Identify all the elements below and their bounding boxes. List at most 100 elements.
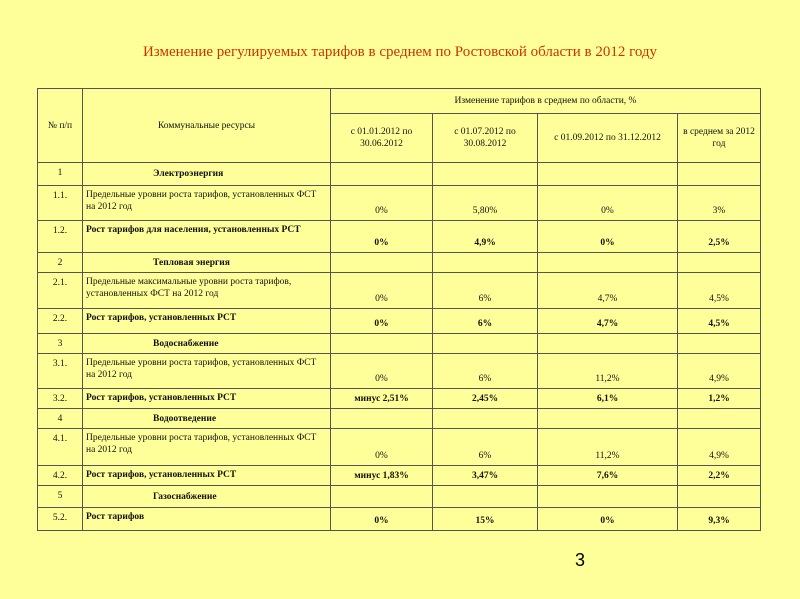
table-cell xyxy=(330,252,433,273)
table-cell xyxy=(677,408,761,429)
table-row: 2.2. Рост тарифов, установленных РСТ 0% 6% 4… xyxy=(37,308,761,334)
table-cell: 4 xyxy=(37,408,83,429)
table-cell: 0% xyxy=(537,507,678,531)
table-cell: Предельные уровни роста тарифов, установ… xyxy=(82,428,331,466)
table-row: 1.2. Рост тарифов для населения, установл… xyxy=(37,220,761,253)
table-cell xyxy=(677,252,761,273)
table-row: 4.2. Рост тарифов, установленных РСТ минус… xyxy=(37,465,761,486)
table-cell: 9,3% xyxy=(677,507,761,531)
table-cell: 7,6% xyxy=(537,465,678,486)
table-cell: минус 2,51% xyxy=(330,388,433,409)
table-cell: Предельные уровни роста тарифов, установ… xyxy=(82,353,331,389)
slide-title: Изменение регулируемых тарифов в среднем… xyxy=(142,44,658,60)
table-cell: 0% xyxy=(330,308,433,334)
table-cell: 4,9% xyxy=(432,220,538,253)
table-cell: 6% xyxy=(432,308,538,334)
table-cell: 3% xyxy=(677,185,761,221)
table-cell: 5.2. xyxy=(37,507,83,531)
table-row: 5.2. Рост тарифов 0% 15% 0% 9,3% xyxy=(37,507,761,531)
table-cell: Рост тарифов, установленных РСТ xyxy=(82,388,331,409)
table-cell: 4,5% xyxy=(677,272,761,309)
table-cell: Водоснабжение xyxy=(82,333,331,354)
table-cell: 0% xyxy=(330,428,433,466)
table-cell: 1.1. xyxy=(37,185,83,221)
table-cell xyxy=(537,408,678,429)
table-cell: 3.1. xyxy=(37,353,83,389)
table-cell: 1,2% xyxy=(677,388,761,409)
table-cell: с 01.07.2012 по 30.08.2012 xyxy=(432,113,538,163)
table-cell: 6% xyxy=(432,428,538,466)
table-cell: 2.1. xyxy=(37,272,83,309)
table-cell xyxy=(677,485,761,508)
table-cell: Водоотведение xyxy=(82,408,331,429)
table-cell: 3 xyxy=(37,333,83,354)
table-cell xyxy=(330,408,433,429)
table-cell: 6% xyxy=(432,353,538,389)
table-cell xyxy=(330,162,433,186)
table-cell: в среднем за 2012 год xyxy=(677,113,761,163)
table-row: 3 Водоснабжение xyxy=(37,333,761,354)
table-cell xyxy=(432,485,538,508)
table-row: 4 Водоотведение xyxy=(37,408,761,429)
table-cell: 4.1. xyxy=(37,428,83,466)
table-row: 4.1. Предельные уровни роста тарифов, уст… xyxy=(37,428,761,466)
table-cell: Изменение тарифов в среднем по области, … xyxy=(330,88,761,114)
table-cell xyxy=(432,252,538,273)
table-cell: 4,9% xyxy=(677,353,761,389)
table-row: 2 Тепловая энергия xyxy=(37,252,761,273)
table-cell: Рост тарифов, установленных РСТ xyxy=(82,308,331,334)
table-cell: 4,9% xyxy=(677,428,761,466)
table-cell: 5 xyxy=(37,485,83,508)
table-row: 2.1. Предельные максимальные уровни роста… xyxy=(37,272,761,309)
table-cell: 0% xyxy=(330,185,433,221)
table-cell: 1.2. xyxy=(37,220,83,253)
table-cell xyxy=(537,333,678,354)
table-cell: Рост тарифов для населения, установленны… xyxy=(82,220,331,253)
table-row: № п/п Коммунальные ресурсы Изменение тариф… xyxy=(37,88,761,163)
table-cell: 0% xyxy=(537,185,678,221)
table-cell: № п/п xyxy=(37,88,83,163)
tariff-table: № п/п Коммунальные ресурсы Изменение тариф… xyxy=(37,88,761,531)
table-cell: Предельные уровни роста тарифов, установ… xyxy=(82,185,331,221)
page-number: 3 xyxy=(575,550,586,570)
table-cell: 0% xyxy=(330,507,433,531)
table-cell: 2 xyxy=(37,252,83,273)
table-cell xyxy=(432,162,538,186)
table-cell: 3,47% xyxy=(432,465,538,486)
table-row: 5 Газоснабжение xyxy=(37,485,761,508)
table-cell xyxy=(677,162,761,186)
table-cell: 0% xyxy=(330,353,433,389)
table-row: 3.1. Предельные уровни роста тарифов, уст… xyxy=(37,353,761,389)
table-cell: 15% xyxy=(432,507,538,531)
table-row: 1 Электроэнергия xyxy=(37,162,761,186)
table-cell: 2,45% xyxy=(432,388,538,409)
table-cell: Коммунальные ресурсы xyxy=(82,88,331,163)
table-cell xyxy=(537,162,678,186)
table-cell: 2.2. xyxy=(37,308,83,334)
table-cell: 11,2% xyxy=(537,353,678,389)
table-cell: 1 xyxy=(37,162,83,186)
table-cell xyxy=(330,485,433,508)
table-cell: 4,7% xyxy=(537,308,678,334)
table-cell: 6% xyxy=(432,272,538,309)
table-cell: 5,80% xyxy=(432,185,538,221)
table-row: 3.2. Рост тарифов, установленных РСТ минус… xyxy=(37,388,761,409)
table-row: 1.1. Предельные уровни роста тарифов, уст… xyxy=(37,185,761,221)
table-cell xyxy=(537,485,678,508)
table-row: с 01.01.2012 по 30.06.2012 с 01.07.2012 п… xyxy=(38,113,761,163)
table-cell: 4,5% xyxy=(677,308,761,334)
table-cell: Рост тарифов, установленных РСТ xyxy=(82,465,331,486)
table-cell: 2,2% xyxy=(677,465,761,486)
table-cell xyxy=(432,408,538,429)
table-cell: 4.2. xyxy=(37,465,83,486)
table-cell: 2,5% xyxy=(677,220,761,253)
table-cell: 0% xyxy=(330,220,433,253)
table-cell: 3.2. xyxy=(37,388,83,409)
table-cell: минус 1,83% xyxy=(330,465,433,486)
table-cell: Электроэнергия xyxy=(82,162,331,186)
table-cell: Рост тарифов xyxy=(82,507,331,531)
table-cell: Тепловая энергия xyxy=(82,252,331,273)
table-cell: 4,7% xyxy=(537,272,678,309)
table-cell: с 01.01.2012 по 30.06.2012 xyxy=(330,113,433,163)
